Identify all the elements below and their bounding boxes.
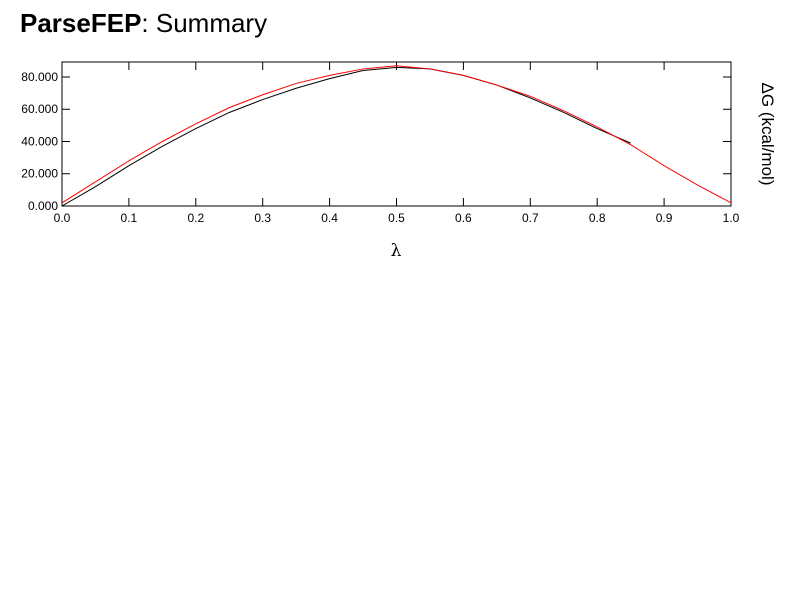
data-line bbox=[61, 65, 732, 204]
y-tick-label: 60.000 bbox=[21, 102, 58, 116]
data-line bbox=[61, 66, 631, 207]
y-tick-label: 0.000 bbox=[28, 199, 58, 213]
y-tick-label: 20.000 bbox=[21, 167, 58, 181]
plot-frame bbox=[61, 61, 732, 207]
x-axis-label: λ bbox=[391, 241, 402, 261]
x-tick-label: 0.3 bbox=[254, 211, 271, 225]
chart-title: ParseFEP: Summary bbox=[20, 8, 267, 38]
x-tick-label: 0.7 bbox=[522, 211, 539, 225]
x-tick-label: 0.5 bbox=[388, 211, 405, 225]
x-tick-label: 0.0 bbox=[54, 211, 71, 225]
title-rest: : Summary bbox=[141, 8, 267, 38]
title-bold: ParseFEP bbox=[20, 8, 141, 38]
x-tick-label: 0.1 bbox=[121, 211, 138, 225]
x-tick-label: 1.0 bbox=[723, 211, 740, 225]
y-tick-label: 80.000 bbox=[21, 70, 58, 84]
y-axis-label: ΔG (kcal/mol) bbox=[758, 83, 777, 186]
x-tick-label: 0.2 bbox=[187, 211, 204, 225]
x-tick-label: 0.8 bbox=[589, 211, 606, 225]
x-tick-label: 0.4 bbox=[321, 211, 338, 225]
y-tick-label: 40.000 bbox=[21, 134, 58, 148]
x-tick-label: 0.9 bbox=[656, 211, 673, 225]
x-tick-label: 0.6 bbox=[455, 211, 472, 225]
